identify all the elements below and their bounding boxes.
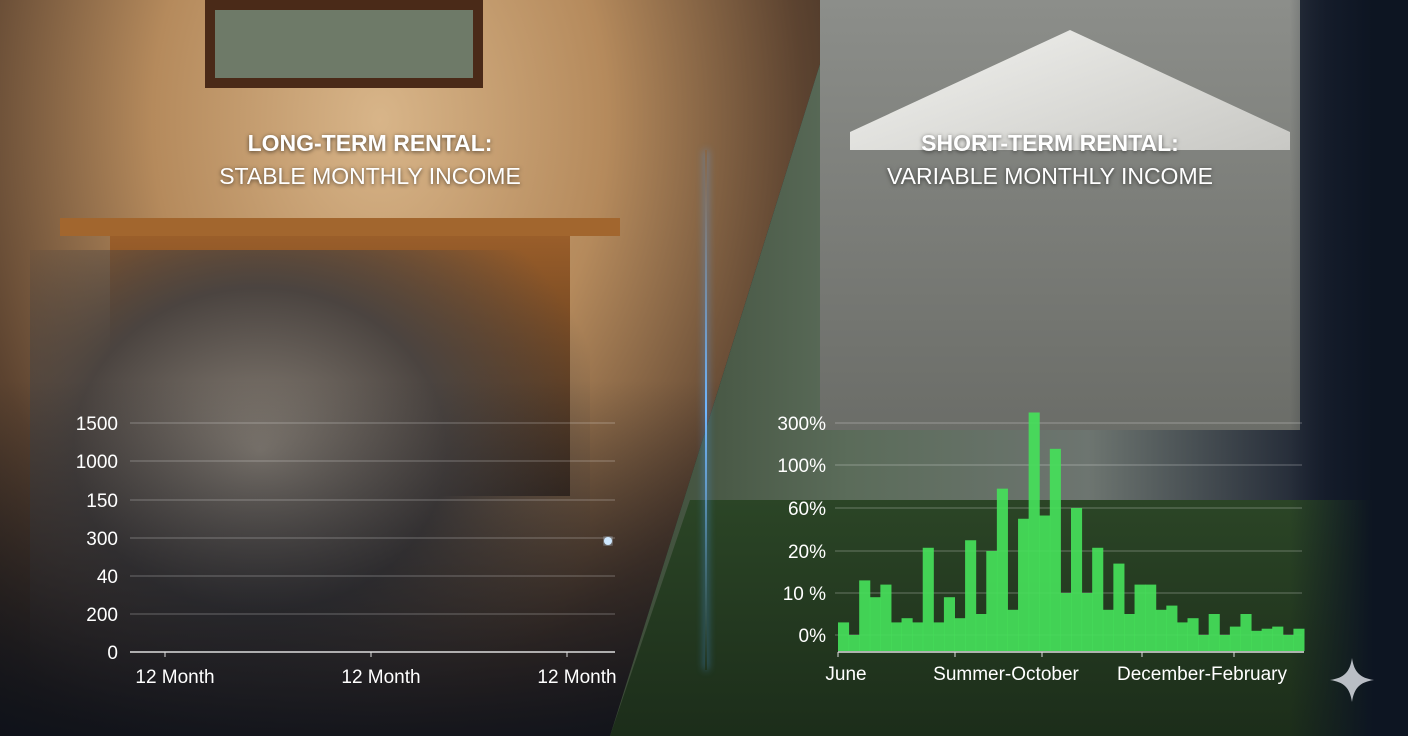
income-bar: [1282, 635, 1294, 651]
x-tick-label: 12 Month: [135, 667, 214, 688]
income-bar: [1187, 618, 1199, 651]
income-bar: [1240, 614, 1252, 651]
income-bar: [954, 618, 966, 651]
x-tick-label: December-February: [1117, 664, 1287, 685]
income-bar: [912, 622, 924, 651]
income-bar: [975, 614, 987, 651]
income-bar: [1134, 584, 1146, 651]
y-tick-label: 300%: [777, 414, 826, 435]
income-bar: [922, 547, 934, 651]
income-bar: [859, 580, 871, 651]
income-bar: [1272, 626, 1284, 651]
income-bar: [890, 622, 903, 651]
income-bar: [1123, 614, 1136, 651]
income-bar: [880, 584, 892, 651]
right-shade: [1290, 0, 1408, 736]
y-tick-label: 200: [86, 605, 118, 626]
income-bar: [1251, 630, 1263, 651]
right-title-line2: VARIABLE MONTHLY INCOME: [887, 163, 1213, 189]
y-tick-label: 60%: [788, 499, 826, 520]
income-bar: [1007, 609, 1019, 651]
income-bar: [1092, 547, 1104, 651]
income-bar: [1081, 593, 1093, 651]
x-tick-label: June: [825, 664, 866, 685]
income-bar: [1060, 593, 1072, 651]
y-tick-label: 1000: [76, 452, 118, 473]
divider-line: [705, 150, 707, 670]
income-bar: [1166, 605, 1178, 651]
y-tick-label: 40: [97, 567, 118, 588]
income-bar: [1155, 609, 1167, 651]
income-bar: [848, 635, 860, 651]
y-tick-label: 20%: [788, 542, 826, 563]
income-bar: [869, 597, 881, 651]
income-bar: [1049, 448, 1061, 651]
y-tick-label: 0: [107, 643, 118, 664]
left-title: LONG-TERM RENTAL: STABLE MONTHLY INCOME: [190, 130, 550, 190]
income-bar: [1071, 508, 1083, 651]
income-bar: [1176, 622, 1188, 651]
y-tick-label: 0%: [799, 626, 827, 647]
income-bar: [986, 551, 998, 651]
income-bar: [1102, 609, 1114, 651]
income-bar: [1198, 635, 1210, 651]
x-tick-label: Summer-October: [933, 664, 1079, 685]
income-bar: [1018, 518, 1030, 651]
y-tick-label: 100%: [777, 456, 826, 477]
income-bar: [901, 618, 913, 651]
left-title-line1: LONG-TERM RENTAL:: [247, 130, 493, 156]
income-bar: [1293, 628, 1305, 651]
y-tick-label: 10 %: [783, 584, 826, 605]
mantel: [60, 218, 620, 236]
left-title-line2: STABLE MONTHLY INCOME: [219, 163, 521, 189]
sparkle-icon: [1330, 658, 1374, 702]
wall-painting: [205, 0, 483, 88]
income-bar: [965, 540, 977, 651]
income-bar: [1145, 584, 1157, 651]
x-tick-label: 12 Month: [537, 667, 616, 688]
income-bar: [1113, 563, 1125, 651]
right-title: SHORT-TERM RENTAL: VARIABLE MONTHLY INCO…: [860, 130, 1240, 190]
income-bar: [1039, 515, 1051, 651]
y-tick-label: 1500: [76, 414, 118, 435]
income-bar: [838, 622, 850, 651]
income-bar: [1208, 614, 1220, 651]
y-tick-label: 300: [86, 529, 118, 550]
income-bar: [1219, 635, 1231, 651]
income-bar: [996, 488, 1008, 651]
line-end-point: [604, 537, 612, 545]
y-tick-label: 150: [86, 491, 118, 512]
income-bar: [1028, 412, 1040, 651]
x-tick-label: 12 Month: [341, 667, 420, 688]
right-title-line1: SHORT-TERM RENTAL:: [921, 130, 1179, 156]
income-bar: [1261, 628, 1273, 651]
income-bar: [943, 597, 955, 651]
income-bar: [1229, 626, 1241, 651]
income-bar: [933, 622, 945, 651]
